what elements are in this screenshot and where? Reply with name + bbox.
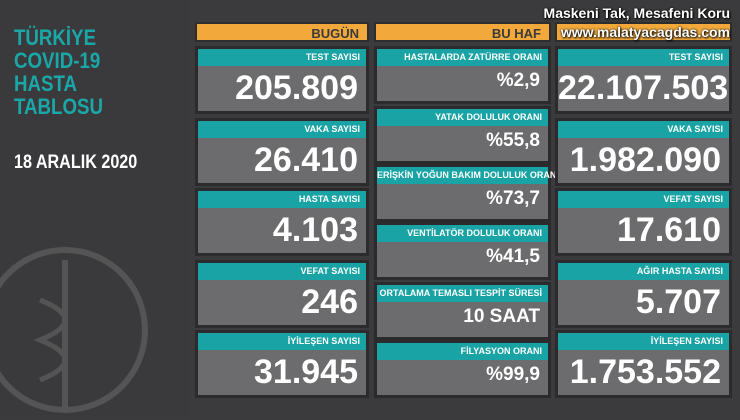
stat-label: ERİŞKİN YOĞUN BAKIM DOLULUK ORANI: [377, 167, 559, 184]
stat-label: TEST SAYISI: [558, 49, 729, 66]
page-title: TÜRKİYE COVID-19 HASTA TABLOSU: [14, 26, 103, 118]
title-line: HASTA: [14, 71, 78, 96]
today-header: BUGÜN: [195, 22, 369, 42]
stat-label: HASTALARDA ZATÜRRE ORANI: [377, 49, 548, 66]
stat-value: %55,8: [486, 130, 540, 151]
stat-label: VEFAT SAYISI: [198, 263, 366, 280]
stat-label: FİLYASYON ORANI: [377, 343, 548, 360]
today-column: BUGÜN TEST SAYISI 205.809 VAKA SAYISI 26.41…: [195, 22, 369, 398]
stat-value: %41,5: [486, 246, 540, 267]
stat-value: 17.610: [617, 211, 721, 249]
stat-label: AĞIR HASTA SAYISI: [558, 263, 729, 280]
stat-value: %99,9: [486, 364, 540, 385]
total-stat-card: VAKA SAYISI 1.982.090: [555, 118, 732, 186]
report-date: 18 ARALIK 2020: [14, 152, 138, 173]
stat-label: VAKA SAYISI: [558, 121, 729, 138]
total-stat-card: İYİLEŞEN SAYISI 1.753.552: [555, 330, 732, 398]
week-stat-card: YATAK DOLULUK ORANI %55,8: [374, 106, 551, 164]
week-stat-card: FİLYASYON ORANI %99,9: [374, 340, 551, 398]
week-stat-card: ORTALAMA TEMASLI TESPİT SÜRESİ 10 SAAT: [374, 282, 551, 340]
stat-label: ORTALAMA TEMASLI TESPİT SÜRESİ: [377, 285, 548, 302]
watermark-url: www.malatyacagdas.com: [560, 24, 730, 40]
ministry-emblem-icon: [0, 247, 148, 413]
week-header: BU HAF: [374, 22, 551, 42]
today-stat-card: VEFAT SAYISI 246: [195, 260, 369, 328]
total-column: TEST SAYISI 22.107.503 VAKA SAYISI 1.982.09…: [555, 22, 732, 398]
stat-value: 246: [301, 283, 358, 321]
stat-label: TEST SAYISI: [198, 49, 366, 66]
left-panel: TÜRKİYE COVID-19 HASTA TABLOSU 18 ARALIK…: [0, 0, 190, 417]
total-stat-card: AĞIR HASTA SAYISI 5.707: [555, 260, 732, 328]
stat-value: 1.753.552: [569, 353, 721, 391]
stat-value: 1.982.090: [569, 141, 721, 179]
title-line: COVID-19: [14, 48, 101, 73]
week-stat-card: HASTALARDA ZATÜRRE ORANI %2,9: [374, 46, 551, 104]
stat-value: 31.945: [254, 353, 358, 391]
today-stat-card: İYİLEŞEN SAYISI 31.945: [195, 330, 369, 398]
stat-label: İYİLEŞEN SAYISI: [198, 333, 366, 350]
stat-label: HASTA SAYISI: [198, 191, 366, 208]
stat-value: 5.707: [635, 283, 721, 321]
total-stat-card: TEST SAYISI 22.107.503: [555, 46, 732, 114]
stat-value: 205.809: [235, 69, 358, 107]
week-column: BU HAF HASTALARDA ZATÜRRE ORANI %2,9 YATAK…: [374, 22, 559, 398]
total-stat-card: VEFAT SAYISI 17.610: [555, 188, 732, 256]
stat-label: İYİLEŞEN SAYISI: [558, 333, 729, 350]
stat-label: VAKA SAYISI: [198, 121, 366, 138]
stat-value: %2,9: [496, 70, 540, 91]
watermark-slogan: Maskeni Tak, Mesafeni Koru: [543, 5, 730, 21]
week-stat-card: ERİŞKİN YOĞUN BAKIM DOLULUK ORANI %73,7: [374, 164, 559, 222]
stat-value: 10 SAAT: [463, 306, 540, 327]
title-line: TABLOSU: [14, 94, 103, 119]
stat-label: YATAK DOLULUK ORANI: [377, 109, 548, 126]
today-stat-card: HASTA SAYISI 4.103: [195, 188, 369, 256]
stat-label: VEFAT SAYISI: [558, 191, 729, 208]
week-stat-card: VENTİLATÖR DOLULUK ORANI %41,5: [374, 222, 551, 280]
stat-value: 26.410: [254, 141, 358, 179]
today-stat-card: VAKA SAYISI 26.410: [195, 118, 369, 186]
total-header: [555, 22, 732, 42]
stat-value: 22.107.503: [558, 69, 729, 107]
today-stat-card: TEST SAYISI 205.809: [195, 46, 369, 114]
stat-label: VENTİLATÖR DOLULUK ORANI: [377, 225, 548, 242]
title-line: TÜRKİYE: [14, 25, 97, 50]
stat-value: %73,7: [486, 188, 540, 209]
stat-value: 4.103: [272, 211, 358, 249]
